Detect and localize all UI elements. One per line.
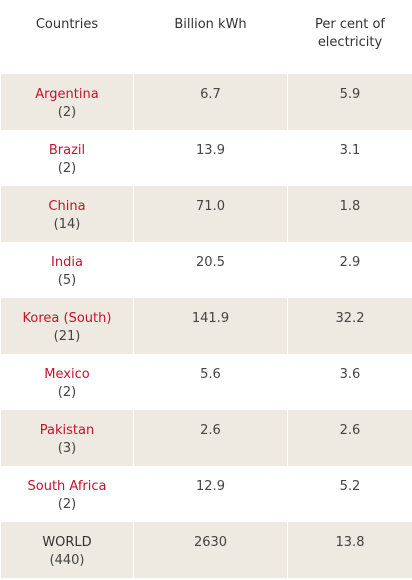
table-row-world: WORLD (440) 2630 13.8 xyxy=(0,522,412,578)
country-cell: Pakistan (3) xyxy=(0,410,134,466)
percent-cell: 1.8 xyxy=(287,186,412,242)
reactor-count: (2) xyxy=(57,497,77,512)
country-link[interactable]: Mexico xyxy=(44,367,90,382)
reactor-count: (2) xyxy=(57,161,77,176)
table-row: South Africa (2) 12.9 5.2 xyxy=(0,466,412,522)
billion-kwh-cell: 6.7 xyxy=(133,74,288,130)
reactor-count: (21) xyxy=(53,329,81,344)
reactor-count: (3) xyxy=(57,441,77,456)
billion-kwh-cell: 13.9 xyxy=(133,130,288,186)
percent-cell: 32.2 xyxy=(287,298,412,354)
header-billion-kwh-label: Billion kWh xyxy=(174,17,247,32)
country-link[interactable]: Brazil xyxy=(48,143,86,158)
header-billion-kwh: Billion kWh xyxy=(133,0,288,74)
reactor-count: (2) xyxy=(57,385,77,400)
table-row: Argentina (2) 6.7 5.9 xyxy=(0,74,412,130)
table-row: China (14) 71.0 1.8 xyxy=(0,186,412,242)
country-cell: India (5) xyxy=(0,242,134,298)
reactor-count: (2) xyxy=(57,105,77,120)
table-row: Pakistan (3) 2.6 2.6 xyxy=(0,410,412,466)
country-cell: South Africa (2) xyxy=(0,466,134,522)
billion-kwh-cell: 2.6 xyxy=(133,410,288,466)
header-percent: Per cent of electricity xyxy=(287,0,412,74)
billion-kwh-cell: 141.9 xyxy=(133,298,288,354)
percent-cell: 5.2 xyxy=(287,466,412,522)
reactor-count: (14) xyxy=(53,217,81,232)
country-cell: Korea (South) (21) xyxy=(0,298,134,354)
percent-cell: 2.6 xyxy=(287,410,412,466)
country-link[interactable]: Pakistan xyxy=(39,423,95,438)
country-cell: Mexico (2) xyxy=(0,354,134,410)
header-percent-line2: electricity xyxy=(317,35,383,50)
country-cell: Argentina (2) xyxy=(0,74,134,130)
reactor-count: (440) xyxy=(49,553,85,568)
percent-cell: 3.1 xyxy=(287,130,412,186)
reactor-count: (5) xyxy=(57,273,77,288)
billion-kwh-cell: 2630 xyxy=(133,522,288,578)
billion-kwh-cell: 71.0 xyxy=(133,186,288,242)
percent-cell: 5.9 xyxy=(287,74,412,130)
country-link[interactable]: Korea (South) xyxy=(22,311,112,326)
country-cell: China (14) xyxy=(0,186,134,242)
country-link[interactable]: Argentina xyxy=(35,87,99,102)
percent-cell: 13.8 xyxy=(287,522,412,578)
country-link[interactable]: India xyxy=(51,255,83,270)
country-link[interactable]: South Africa xyxy=(27,479,107,494)
percent-cell: 3.6 xyxy=(287,354,412,410)
table-row: Korea (South) (21) 141.9 32.2 xyxy=(0,298,412,354)
percent-cell: 2.9 xyxy=(287,242,412,298)
table-row: Brazil (2) 13.9 3.1 xyxy=(0,130,412,186)
country-link[interactable]: China xyxy=(48,199,86,214)
header-row: Countries Billion kWh Per cent of electr… xyxy=(0,0,412,74)
world-label: WORLD xyxy=(42,535,92,550)
header-percent-line1: Per cent of xyxy=(315,17,385,32)
billion-kwh-cell: 12.9 xyxy=(133,466,288,522)
country-cell: Brazil (2) xyxy=(0,130,134,186)
header-countries-label: Countries xyxy=(35,17,99,32)
table-row: India (5) 20.5 2.9 xyxy=(0,242,412,298)
country-cell: WORLD (440) xyxy=(0,522,134,578)
billion-kwh-cell: 20.5 xyxy=(133,242,288,298)
header-countries: Countries xyxy=(0,0,134,74)
table-row: Mexico (2) 5.6 3.6 xyxy=(0,354,412,410)
billion-kwh-cell: 5.6 xyxy=(133,354,288,410)
